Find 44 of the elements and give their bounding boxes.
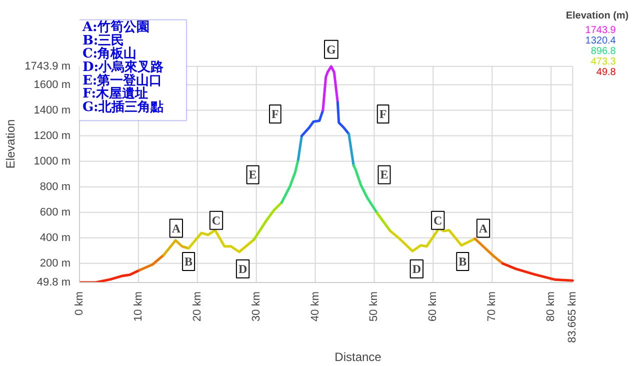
x-tick-label: 10 km <box>132 291 144 322</box>
x-axis-title: Distance <box>334 350 382 364</box>
x-tick-label: 0 km <box>74 291 86 316</box>
annotation: B <box>458 254 467 269</box>
x-tick-label: 30 km <box>250 291 262 322</box>
x-tick-label: 80 km <box>545 291 558 322</box>
text: 1320.4 <box>585 36 616 47</box>
annotation: F <box>379 106 387 121</box>
annotation: C <box>434 213 442 228</box>
y-tick-label: 400 m <box>40 232 71 244</box>
y-tick-label: 1600 m <box>34 78 71 91</box>
y-tick-label: 1000 m <box>34 155 71 168</box>
annotation: G <box>326 42 336 56</box>
annotation: E <box>248 168 257 182</box>
text: A:竹筍公園 <box>81 20 150 36</box>
y-tick-label: 800 m <box>40 180 71 193</box>
text: 1743.9 <box>585 25 616 36</box>
annotation: B <box>184 254 193 269</box>
text: 473.3 <box>590 56 616 68</box>
x-tick-label: 40 km <box>309 291 322 322</box>
y-tick-label: 49.8 m <box>36 276 71 288</box>
annotation: D:小烏來叉路 <box>82 60 164 75</box>
annotation: F <box>272 106 279 121</box>
x-tick-label: 50 km <box>368 291 380 322</box>
annotation: A <box>478 221 488 236</box>
annotation: A <box>172 221 181 236</box>
color-bar-title: Elevation (m) <box>566 10 629 22</box>
y-tick-label: 200 m <box>40 257 71 270</box>
annotation: D <box>238 262 248 276</box>
annotation: C <box>212 213 221 228</box>
y-tick-label: 600 m <box>40 206 71 218</box>
y-axis-title: Elevation <box>4 119 18 169</box>
x-tick-label: 70 km <box>486 291 498 322</box>
x-tick-label: 20 km <box>191 291 204 322</box>
annotation: D <box>412 262 422 276</box>
text: 49.8 <box>596 66 616 78</box>
y-tick-label: 1743.9 m <box>24 60 71 72</box>
y-tick-label: 1200 m <box>34 130 71 142</box>
annotation: G:北插三角點 <box>82 100 164 115</box>
annotation: E <box>380 168 388 182</box>
x-tick-label: 60 km <box>427 291 440 322</box>
text: 896.8 <box>590 46 616 58</box>
y-tick-label: 1400 m <box>34 104 71 116</box>
x-tick-label: 83.665 km <box>566 291 579 343</box>
